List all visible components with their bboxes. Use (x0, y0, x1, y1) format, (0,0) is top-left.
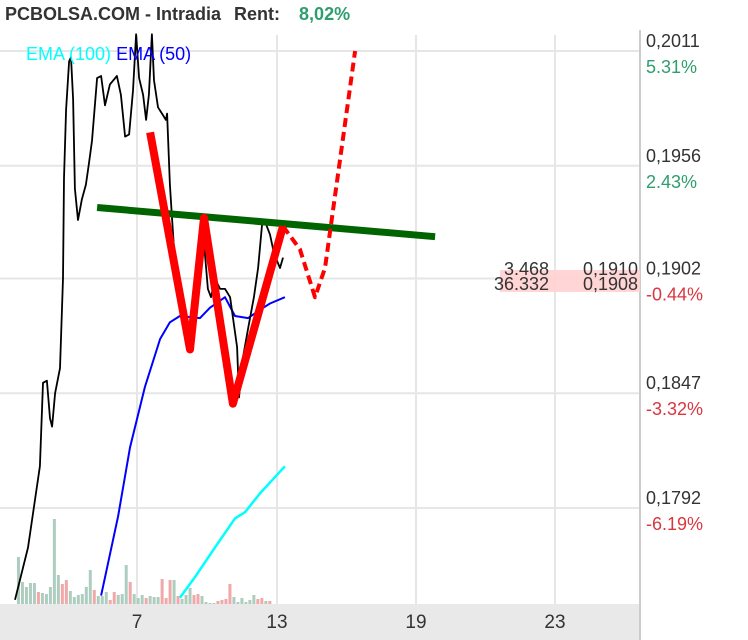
volume-bar (48, 587, 52, 604)
price-tick-label: 0,1902 (646, 258, 701, 278)
volume-bar (144, 598, 148, 604)
volume-bar (112, 592, 116, 604)
volume-bar (208, 603, 212, 604)
volume-bar (156, 597, 160, 604)
x-tick-label: 23 (544, 612, 565, 633)
volume-bar (192, 595, 196, 604)
volume-bar (228, 584, 232, 604)
projected-breakout-dashed (281, 50, 358, 300)
volume-bar (268, 601, 272, 604)
volume-bar (240, 598, 244, 604)
volume-bar (164, 598, 168, 604)
volume-bar (188, 588, 192, 604)
volume-bar (108, 600, 112, 604)
volume-bar (128, 582, 132, 604)
volume-bar (252, 595, 256, 604)
volume-bar (176, 596, 180, 604)
x-tick-label: 19 (405, 612, 426, 633)
rent-label: Rent: (234, 4, 281, 24)
volume-bar (116, 595, 120, 604)
price-tick-label: 0,2011 (646, 31, 700, 51)
volume-bar (44, 594, 48, 604)
cursor-label-box (500, 270, 640, 292)
price-tick-label: 0,1956 (646, 146, 701, 166)
site-title: PCBOLSA.COM - Intradia (5, 4, 222, 24)
cursor-price-label: 0,1910 (583, 259, 638, 279)
volume-bar (124, 565, 128, 604)
volume-bar (216, 601, 220, 604)
volume-bar (28, 583, 32, 604)
volume-bar (220, 600, 224, 604)
cursor-volume-label: 3.468 (504, 259, 549, 279)
percent-tick-label: 2.43% (646, 172, 697, 192)
volume-bar (212, 603, 216, 604)
volume-bar (68, 591, 72, 604)
price-tick-label: 0,1847 (646, 373, 701, 393)
volume-bar (24, 587, 28, 604)
legend-ema100: EMA (100) (26, 44, 112, 64)
cursor-volume-label: 36.332 (494, 274, 549, 294)
volume-bar (16, 557, 20, 604)
percent-tick-label: 5.31% (646, 57, 697, 77)
legend: EMA (100) EMA (50) (26, 44, 191, 65)
volume-bar (152, 597, 156, 604)
volume-bar (232, 597, 236, 604)
price-line (14, 33, 284, 601)
volume-bar (100, 596, 104, 604)
volume-bar (248, 600, 252, 604)
volume-bar (140, 595, 144, 604)
volume-bar (64, 580, 68, 604)
x-axis-band (0, 604, 640, 640)
volume-bar (204, 602, 208, 604)
ema100-line (178, 465, 286, 599)
volume-bar (56, 575, 60, 604)
chart-title: PCBOLSA.COM - Intradia Rent: 8,02% (5, 4, 350, 25)
cursor-price-label: 0,1908 (583, 274, 638, 294)
volume-bar (224, 599, 228, 604)
volume-bar (180, 599, 184, 604)
double-bottom-pattern (146, 131, 287, 408)
volume-bar (136, 598, 140, 604)
volume-bar (60, 584, 64, 604)
volume-bar (200, 596, 204, 604)
volume-bar (260, 598, 264, 604)
rent-value: 8,02% (299, 4, 351, 24)
legend-ema50: EMA (50) (116, 44, 192, 64)
volume-bar (32, 583, 36, 604)
volume-bar (168, 580, 172, 604)
volume-bar (88, 570, 92, 604)
volume-bar (104, 592, 108, 604)
volume-bar (132, 594, 136, 604)
price-tick-label: 0,1792 (646, 488, 701, 508)
volume-bar (256, 599, 260, 604)
volume-bar (40, 593, 44, 604)
volume-bar (80, 594, 84, 604)
percent-tick-label: -0.44% (646, 284, 703, 304)
volume-bar (196, 594, 200, 604)
volume-bar (20, 582, 24, 604)
volume-bar (72, 597, 76, 604)
volume-bar (92, 590, 96, 604)
percent-tick-label: -3.32% (646, 399, 703, 419)
volume-bar (84, 587, 88, 604)
volume-bar (244, 602, 248, 604)
volume-bar (184, 595, 188, 604)
volume-bar (52, 519, 56, 604)
x-tick-label: 7 (132, 612, 143, 633)
percent-tick-label: -6.19% (646, 514, 703, 534)
neckline-trendline (96, 204, 436, 241)
volume-bar (264, 601, 268, 604)
volume-bar (160, 579, 164, 604)
volume-bar (148, 596, 152, 604)
volume-bar (172, 580, 176, 604)
volume-bar (36, 592, 40, 604)
x-tick-label: 13 (266, 612, 287, 633)
volume-bar (76, 595, 80, 604)
volume-bar (120, 594, 124, 604)
volume-bar (96, 596, 100, 604)
volume-bar (236, 602, 240, 604)
